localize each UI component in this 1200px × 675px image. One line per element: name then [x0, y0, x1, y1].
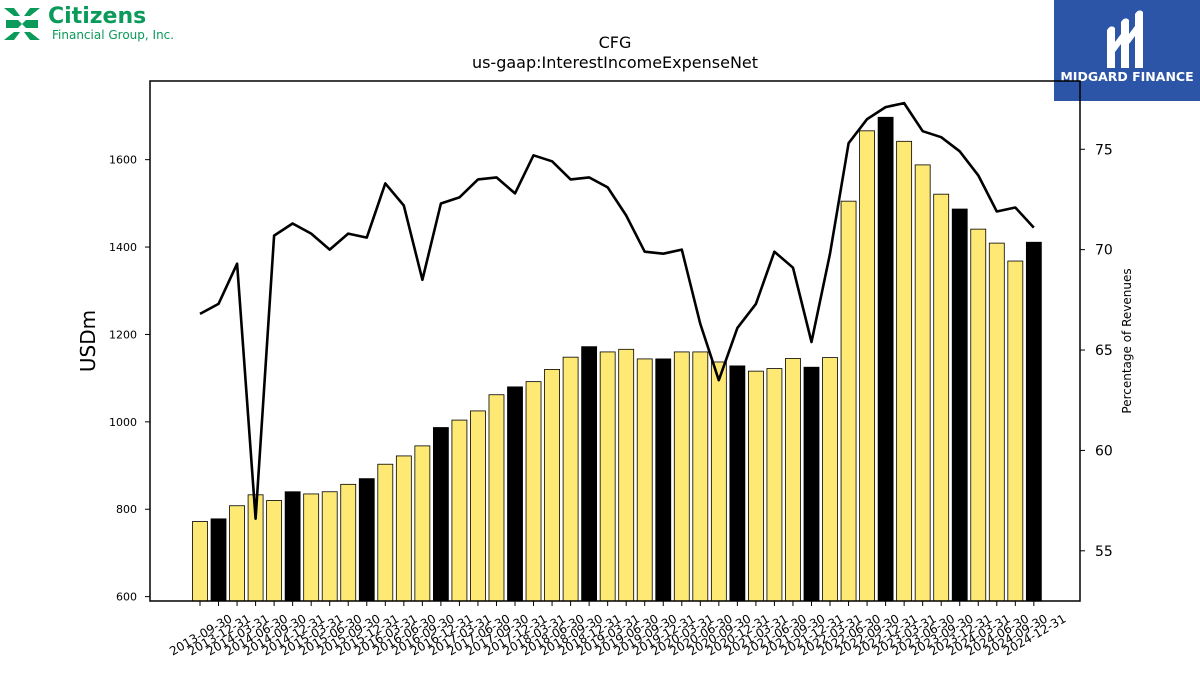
bar-2015-03-31: [303, 493, 320, 602]
midgard-logo: MIDGARD FINANCE: [1054, 0, 1200, 101]
bar-2017-06-30: [470, 410, 486, 602]
y-tick-label: 1200: [109, 328, 137, 341]
bar-2019-03-31: [599, 351, 616, 602]
y2-tick-label: 65: [1095, 343, 1113, 359]
bar-2024-03-31: [970, 228, 987, 602]
midgard-mark-icon: [1107, 10, 1143, 68]
citizens-mark-icon: [4, 8, 40, 40]
citizens-logo: Citizens Financial Group, Inc.: [4, 4, 204, 46]
bar-2019-09-30: [636, 358, 653, 602]
bar-2013-12-31: [210, 518, 227, 602]
bar-2022-12-31: [877, 116, 894, 602]
y2-tick-label: 55: [1095, 544, 1113, 560]
bar-2014-03-31: [229, 505, 245, 602]
bar-2022-09-30: [859, 130, 875, 602]
midgard-brand-name: MIDGARD FINANCE: [1060, 69, 1194, 84]
bar-2024-12-31: [1025, 241, 1042, 602]
bar-2019-12-31: [655, 358, 672, 602]
bar-2017-12-31: [507, 386, 523, 602]
bar-2022-06-30: [840, 200, 857, 602]
y-tick-label: 1000: [109, 416, 137, 429]
percentage-line: [199, 101, 1035, 521]
plot-frame: [149, 80, 1081, 602]
bar-2016-12-31: [432, 427, 449, 602]
y-axis-label: USDm: [76, 310, 100, 372]
bar-2018-03-31: [525, 381, 542, 602]
y-tick-label: 1600: [109, 154, 137, 167]
bar-2015-12-31: [358, 478, 375, 602]
y-tick-label: 600: [116, 591, 137, 604]
bar-2016-09-30: [414, 445, 431, 602]
bar-2020-06-30: [692, 351, 709, 602]
y2-tick-label: 70: [1095, 243, 1113, 259]
bar-2021-09-30: [785, 358, 801, 602]
bar-2020-09-30: [710, 361, 727, 602]
bar-2023-03-31: [896, 140, 913, 602]
bar-2022-03-31: [822, 357, 838, 602]
bar-2017-03-31: [451, 419, 468, 602]
bar-2024-09-30: [1007, 260, 1024, 602]
bar-2017-09-30: [488, 394, 505, 602]
left-axis: 600 800 1000 1200 1400 1600: [109, 154, 150, 604]
bar-2021-12-31: [803, 366, 820, 602]
chart-subtitle: us-gaap:InterestIncomeExpenseNet: [472, 53, 758, 72]
bar-2014-09-30: [266, 500, 283, 602]
bar-2015-06-30: [321, 491, 338, 602]
right-axis: 55 60 65 70 75: [1080, 142, 1113, 560]
bar-2015-09-30: [340, 483, 357, 602]
bar-2019-06-30: [618, 348, 635, 602]
bar-series: [192, 116, 1042, 602]
bar-2020-12-31: [729, 365, 746, 602]
bar-2018-12-31: [581, 346, 598, 602]
y2-axis-label: Percentage of Revenues: [1120, 268, 1134, 413]
citizens-brand-subtitle: Financial Group, Inc.: [52, 28, 175, 42]
bar-2021-06-30: [766, 368, 783, 602]
y2-tick-label: 75: [1095, 142, 1113, 158]
y-tick-label: 1400: [109, 241, 137, 254]
bar-2020-03-31: [673, 351, 690, 602]
bar-2016-06-30: [395, 455, 412, 602]
x-axis: 2013-09-302013-12-312014-03-312014-06-30…: [167, 601, 1068, 658]
bar-2013-09-30: [192, 521, 208, 602]
bar-2023-06-30: [914, 164, 931, 602]
bar-2021-03-31: [748, 370, 764, 602]
bar-2014-12-31: [284, 491, 301, 602]
bar-2018-09-30: [562, 356, 579, 602]
bar-2023-09-30: [933, 193, 950, 602]
bar-2018-06-30: [544, 369, 560, 602]
chart-title: CFG: [599, 33, 632, 52]
citizens-brand-name: Citizens: [48, 4, 147, 29]
y-tick-label: 800: [116, 503, 137, 516]
bar-2023-12-31: [951, 208, 968, 602]
bar-2024-06-30: [988, 242, 1005, 602]
bar-2016-03-31: [377, 463, 394, 602]
y2-tick-label: 60: [1095, 443, 1113, 459]
